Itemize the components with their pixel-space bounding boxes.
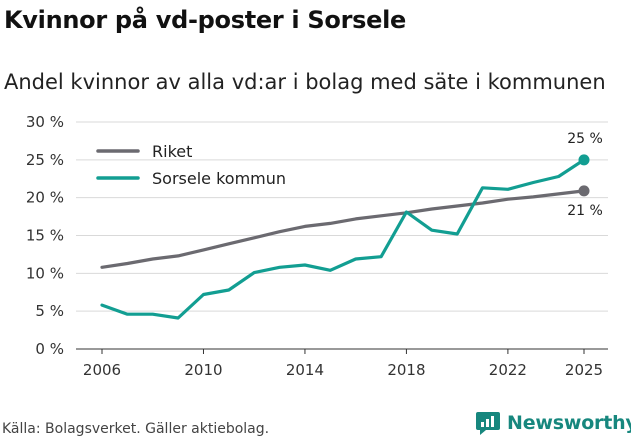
- legend: Riket Sorsele kommun: [96, 142, 286, 188]
- series-line-riket: [100, 189, 586, 269]
- legend-label: Riket: [152, 142, 192, 161]
- y-tick-label: 10 %: [26, 264, 64, 282]
- y-tick-label: 5 %: [35, 302, 64, 320]
- x-tick-label: 2006: [83, 361, 121, 379]
- x-tick-label: 2014: [286, 361, 324, 379]
- x-tick-label: 2022: [489, 361, 527, 379]
- x-tick-label: 2018: [387, 361, 425, 379]
- series-end-point: [578, 185, 590, 197]
- legend-label: Sorsele kommun: [152, 169, 286, 188]
- series-end-label: 25 %: [567, 131, 603, 147]
- source-note: Källa: Bolagsverket. Gäller aktiebolag.: [2, 421, 270, 437]
- chart-title: Kvinnor på vd-poster i Sorsele: [4, 6, 406, 34]
- x-axis-ticks: 2006 2010 2014 2018 2022 2025: [83, 349, 603, 379]
- y-axis-labels: 0 % 5 % 10 % 15 % 20 % 25 % 30 %: [26, 113, 64, 358]
- y-tick-label: 25 %: [26, 151, 64, 169]
- chart-subtitle: Andel kvinnor av alla vd:ar i bolag med …: [4, 70, 606, 94]
- y-tick-label: 30 %: [26, 113, 64, 131]
- series-line-sorsele: [100, 158, 586, 320]
- newsworthy-logo-icon: [476, 412, 500, 435]
- brand-name: Newsworthy: [507, 412, 631, 434]
- series-end-label: 21 %: [567, 203, 603, 219]
- y-tick-label: 20 %: [26, 189, 64, 207]
- newsworthy-brand[interactable]: Newsworthy: [475, 408, 631, 438]
- x-tick-label: 2025: [565, 361, 603, 379]
- x-tick-label: 2010: [184, 361, 222, 379]
- series-end-point: [578, 154, 590, 166]
- y-tick-label: 15 %: [26, 227, 64, 245]
- y-tick-label: 0 %: [35, 340, 64, 358]
- series-lines: 21 % 25 %: [100, 131, 603, 320]
